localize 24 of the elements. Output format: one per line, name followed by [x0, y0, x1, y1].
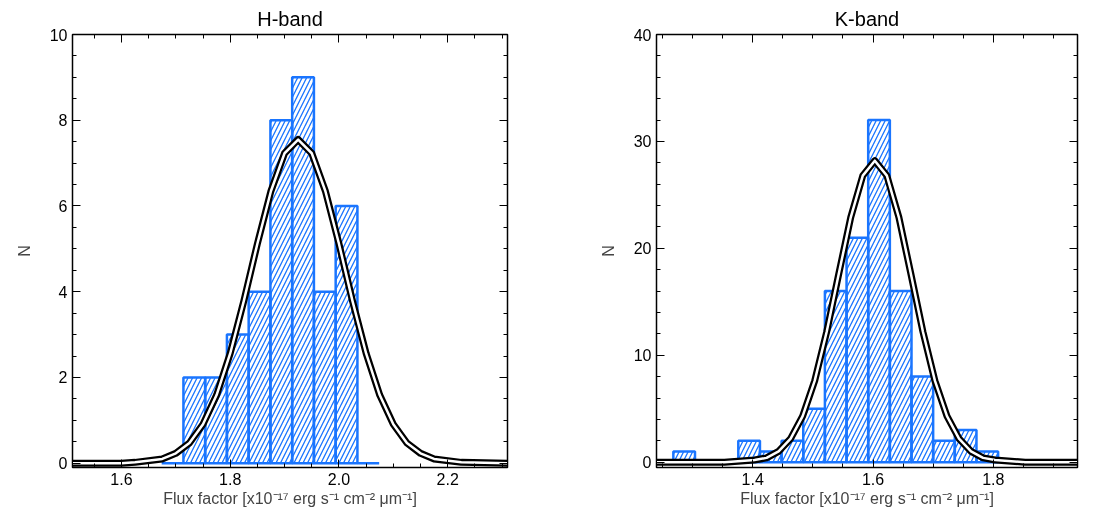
x-axis-title: Flux factor [x10⁻¹⁷ erg s⁻¹ cm⁻² μm⁻¹] [163, 489, 417, 507]
y-tick-label: 6 [58, 197, 68, 215]
x-tick-label: 1.8 [982, 470, 1005, 488]
x-tick-label: 1.6 [861, 470, 885, 488]
x-tick-label: 1.6 [110, 470, 133, 488]
chart-title: K-band [834, 7, 900, 30]
y-axis-title: N [15, 245, 33, 257]
y-tick-label: 40 [633, 26, 652, 44]
x-axis-title: Flux factor [x10⁻¹⁷ erg s⁻¹ cm⁻² μm⁻¹] [740, 489, 994, 507]
y-tick-label: 2 [58, 369, 68, 387]
y-tick-label: 4 [58, 283, 68, 301]
y-tick-label: 10 [49, 26, 68, 44]
y-tick-label: 10 [633, 347, 652, 365]
y-tick-label: 20 [633, 240, 652, 258]
x-tick-label: 1.8 [219, 470, 242, 488]
x-tick-label: 1.4 [741, 470, 764, 488]
x-tick-label: 2.2 [436, 470, 459, 488]
x-tick-label: 2.0 [327, 470, 351, 488]
y-tick-label: 0 [642, 454, 652, 472]
y-axis-title: N [599, 245, 617, 257]
chart-title: H-band [257, 7, 323, 30]
y-tick-label: 0 [58, 455, 68, 473]
y-tick-label: 30 [633, 133, 652, 151]
y-tick-label: 8 [58, 112, 68, 130]
